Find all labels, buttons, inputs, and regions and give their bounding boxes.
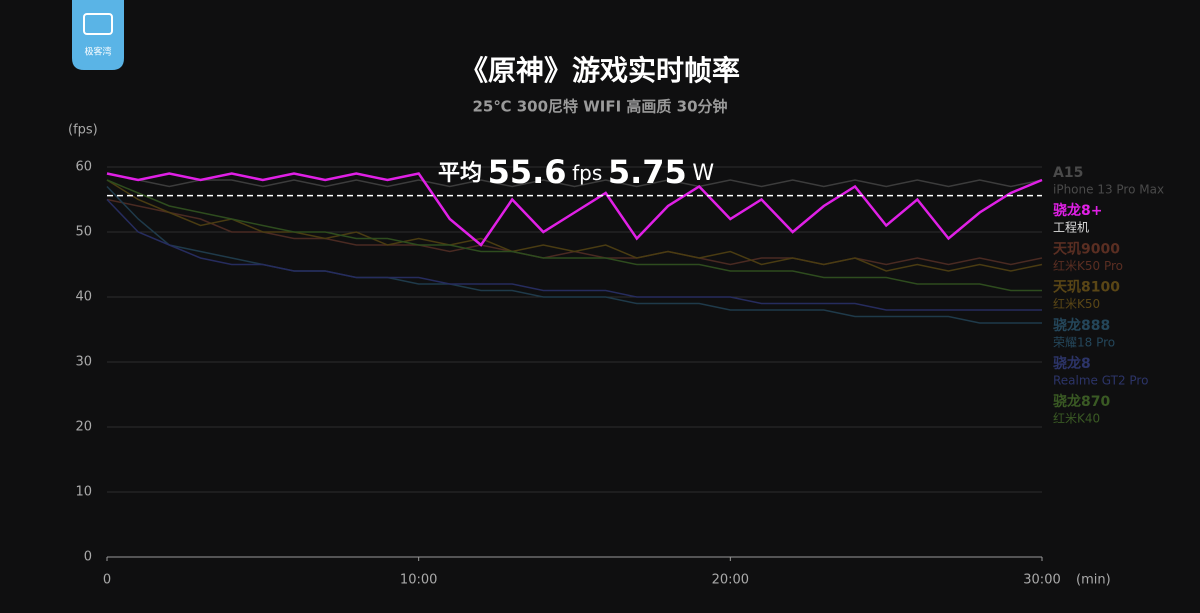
- series-line: [106, 172, 1043, 188]
- y-tick-label: 10: [75, 485, 92, 500]
- legend-device: 荣耀18 Pro: [1053, 335, 1115, 349]
- chart-subtitle: 25℃ 300尼特 WIFI 高画质 30分钟: [472, 98, 727, 116]
- legend-device: iPhone 13 Pro Max: [1053, 183, 1164, 197]
- y-tick-label: 20: [75, 420, 92, 435]
- average-unit: fps: [572, 161, 602, 185]
- x-tick-label: 30:00: [1023, 573, 1060, 588]
- grid: 0 10 20 30 40 50 60 0 10:00 20:00 30:00: [75, 160, 1060, 588]
- legend-device: 工程机: [1053, 220, 1089, 235]
- lines: [106, 172, 1043, 324]
- power-unit: W: [692, 161, 714, 186]
- y-tick-label: 50: [75, 225, 92, 240]
- chart-title: 《原神》游戏实时帧率: [460, 54, 740, 87]
- x-tick-label: 20:00: [712, 573, 749, 588]
- average-prefix: 平均: [438, 160, 482, 186]
- legend-name: 天玑9000: [1053, 241, 1120, 257]
- logo-text: 极客湾: [84, 46, 111, 58]
- average-annotation: 平均 55.6 fps 5.75 W: [438, 153, 714, 191]
- power-value: 5.75: [608, 153, 687, 191]
- legend-device: 红米K50: [1053, 296, 1100, 311]
- y-axis-label: (fps): [68, 123, 98, 138]
- y-tick-label: 60: [75, 160, 92, 175]
- series-line: [106, 172, 1043, 247]
- series-line: [106, 179, 1042, 292]
- x-tick-label: 0: [103, 573, 111, 588]
- legend-name: 天玑8100: [1053, 280, 1120, 296]
- legend-device: 红米K40: [1053, 411, 1100, 426]
- legend-device: 红米K50 Pro: [1053, 258, 1123, 273]
- average-value: 55.6: [488, 153, 567, 191]
- legend-device: Realme GT2 Pro: [1053, 374, 1148, 388]
- logo-icon: [83, 13, 113, 35]
- legend-name: A15: [1053, 165, 1083, 181]
- legend-name: 骁龙8: [1053, 355, 1091, 372]
- series-line: [106, 198, 1042, 311]
- series-line: [106, 179, 1043, 272]
- x-tick-label: 10:00: [400, 573, 437, 588]
- legend-name: 骁龙870: [1053, 393, 1110, 410]
- legend-name: 骁龙8+: [1053, 202, 1102, 219]
- x-axis-label: (min): [1076, 573, 1111, 588]
- y-tick-label: 30: [75, 355, 92, 370]
- y-tick-label: 0: [84, 550, 92, 565]
- legend-name: 骁龙888: [1053, 317, 1110, 334]
- y-tick-label: 40: [75, 290, 92, 305]
